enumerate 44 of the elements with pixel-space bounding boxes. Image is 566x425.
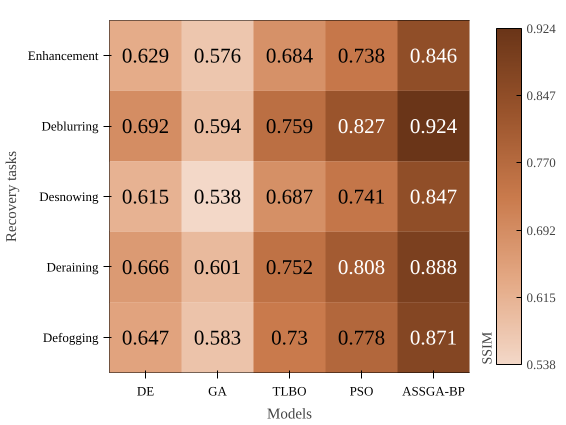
- data-label: 0.666: [122, 254, 170, 279]
- x-tick-label: TLBO: [272, 384, 306, 398]
- data-label: 0.741: [338, 184, 386, 208]
- color-bar-label: 0.692: [526, 222, 556, 238]
- data-label: 0.888: [410, 254, 458, 279]
- color-bar-label: 0.538: [526, 357, 556, 372]
- x-tick-label: DE: [136, 384, 154, 398]
- x-axis-title: Models: [267, 406, 312, 422]
- data-label: 0.692: [122, 114, 170, 138]
- data-label: 0.583: [194, 325, 242, 350]
- data-label: 0.687: [266, 184, 314, 208]
- color-bar-label: 0.847: [526, 88, 556, 104]
- data-label: 0.576: [194, 44, 242, 68]
- data-label: 0.778: [338, 325, 386, 350]
- x-tick-label: PSO: [350, 384, 374, 398]
- data-label: 0.73: [271, 325, 308, 350]
- data-label: 0.629: [122, 44, 170, 68]
- data-label: 0.847: [410, 184, 458, 208]
- data-label: 0.871: [410, 325, 458, 350]
- x-tick-label: ASSGA-BP: [402, 384, 465, 398]
- y-axis-title: Recovery tasks: [4, 150, 20, 242]
- color-bar-label: 0.924: [526, 21, 556, 36]
- color-bar-label: 0.770: [526, 155, 556, 170]
- color-bar-title: SSIM: [480, 331, 496, 364]
- data-label: 0.684: [266, 44, 314, 68]
- x-tick-label: GA: [208, 384, 228, 398]
- data-label: 0.808: [338, 254, 386, 279]
- data-label: 0.647: [122, 325, 170, 350]
- data-label: 0.738: [338, 44, 386, 68]
- color-bar-label: 0.615: [526, 290, 556, 305]
- data-label: 0.594: [194, 114, 242, 138]
- data-label: 0.601: [194, 254, 242, 279]
- data-label: 0.752: [266, 254, 314, 279]
- data-label: 0.924: [410, 114, 458, 138]
- data-label: 0.759: [266, 114, 314, 138]
- data-label: 0.846: [410, 44, 458, 68]
- y-tick-label: Enhancement: [28, 48, 99, 64]
- y-tick-label: Defogging: [42, 330, 99, 345]
- data-label: 0.538: [194, 184, 242, 208]
- data-label: 0.827: [338, 114, 386, 138]
- y-tick-label: Deblurring: [41, 118, 99, 134]
- data-label: 0.615: [122, 184, 170, 208]
- y-tick-label: Deraining: [46, 259, 99, 274]
- y-tick-label: Desnowing: [39, 189, 99, 204]
